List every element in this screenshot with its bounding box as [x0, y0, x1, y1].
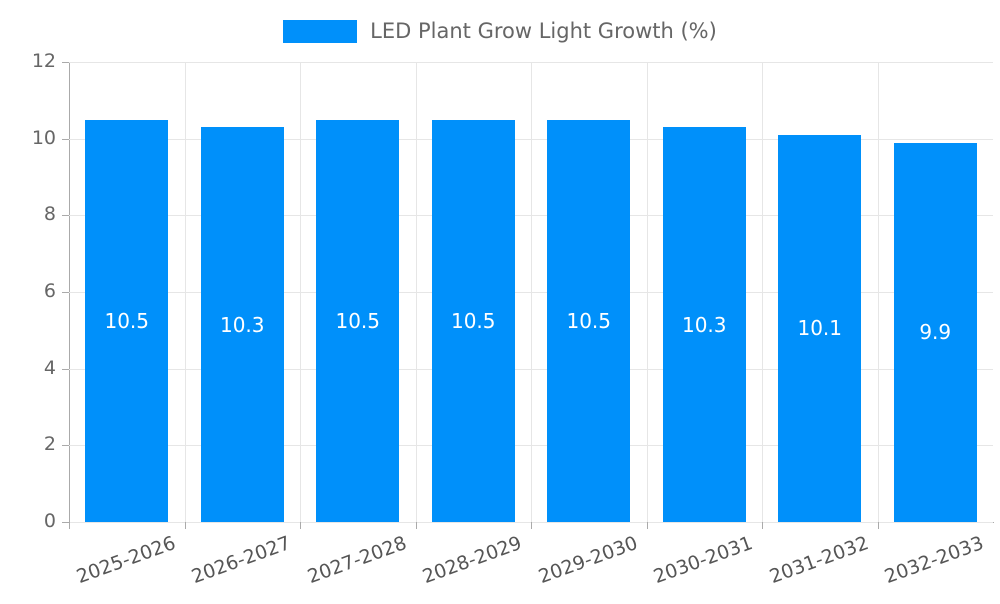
x-axis-tick-mark [762, 522, 763, 529]
bar-value-label: 10.5 [450, 308, 496, 333]
bar[interactable]: 9.9 [893, 142, 977, 522]
y-axis-tick-label: 4 [43, 356, 56, 379]
x-axis-tick-mark [531, 522, 532, 529]
legend-color-swatch-icon [283, 19, 358, 43]
y-axis-tick-label: 0 [43, 510, 56, 532]
y-axis-tick-label: 12 [31, 50, 56, 72]
legend-item-led-plant-grow-light-growth[interactable]: LED Plant Grow Light Growth (%) [283, 18, 717, 43]
x-axis-tick-mark [69, 522, 70, 529]
x-axis-tick-mark [877, 522, 879, 529]
bar-value-label: 10.1 [797, 316, 842, 341]
bar[interactable]: 10.5 [547, 119, 631, 522]
bar[interactable]: 10.5 [431, 119, 515, 522]
bar-value-label: 10.3 [681, 312, 727, 337]
bar-value-label: 10.5 [566, 308, 611, 333]
bar[interactable]: 10.3 [662, 127, 746, 522]
x-gridline [415, 62, 417, 522]
x-axis-tick-mark [184, 522, 186, 529]
y-axis-tick-mark [62, 215, 69, 217]
x-gridline [646, 62, 648, 522]
x-gridline [300, 62, 301, 522]
bar-value-label: 10.5 [104, 308, 149, 333]
y-axis-tick-label: 10 [31, 126, 56, 149]
bar[interactable]: 10.1 [778, 134, 862, 522]
plot-area: 10.5 10.3 10.5 10.5 10.5 10.3 10.1 9.9 [69, 62, 993, 523]
x-gridline [877, 62, 879, 522]
bar-value-label: 10.3 [219, 312, 265, 337]
legend-item-label: LED Plant Grow Light Growth (%) [370, 18, 717, 43]
chart-legend: LED Plant Grow Light Growth (%) [0, 14, 1000, 48]
y-axis-tick-mark [62, 445, 69, 447]
y-axis-tick-mark [62, 62, 69, 63]
bar[interactable]: 10.3 [200, 127, 284, 522]
bar[interactable]: 10.5 [316, 119, 400, 522]
y-axis-tick-label: 6 [43, 280, 56, 302]
x-axis-tick-mark [300, 522, 301, 529]
x-gridline [184, 62, 186, 522]
bar-value-label: 9.9 [919, 320, 952, 345]
y-axis-tick-mark [62, 138, 69, 140]
y-axis-tick-label: 8 [43, 203, 56, 226]
y-axis-tick-mark [62, 522, 69, 523]
x-axis-tick-mark [415, 522, 417, 529]
bar[interactable]: 10.5 [85, 119, 169, 522]
y-axis: 0 2 4 6 8 10 12 [0, 0, 56, 600]
x-axis-tick-mark [646, 522, 648, 529]
bar-value-label: 10.5 [335, 308, 380, 333]
x-gridline [762, 62, 763, 522]
y-axis-tick-mark [62, 368, 69, 370]
y-axis-tick-label: 2 [43, 433, 56, 456]
x-gridline [531, 62, 532, 522]
y-axis-tick-mark [62, 292, 69, 293]
